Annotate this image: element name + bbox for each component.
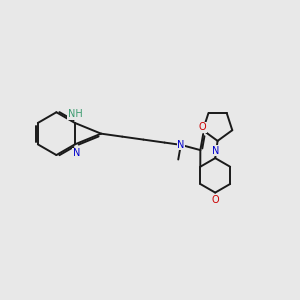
Text: NH: NH — [68, 109, 82, 119]
Text: N: N — [212, 146, 219, 156]
Text: O: O — [199, 122, 206, 133]
Text: N: N — [177, 140, 184, 150]
Text: O: O — [212, 195, 219, 205]
Text: N: N — [73, 148, 80, 158]
